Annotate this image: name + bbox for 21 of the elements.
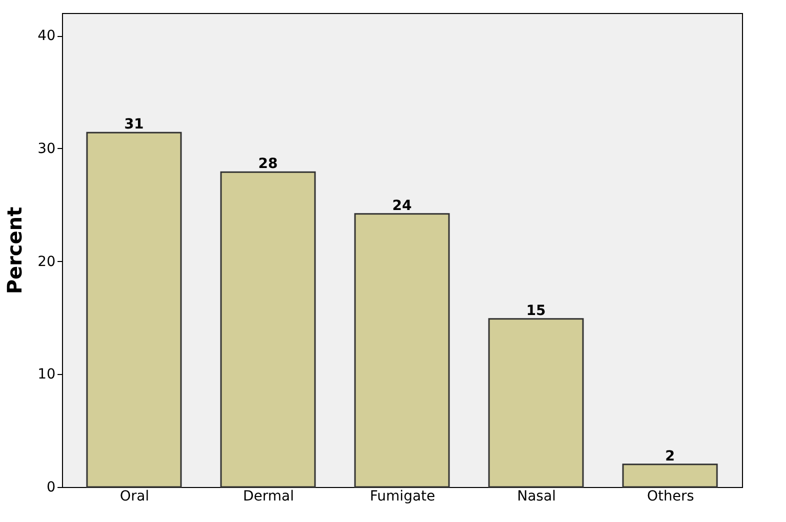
bar bbox=[622, 464, 718, 488]
x-tick-label: Oral bbox=[120, 488, 150, 504]
x-tick-label: Fumigate bbox=[370, 488, 436, 504]
x-tick-label: Nasal bbox=[517, 488, 556, 504]
bar bbox=[354, 213, 450, 488]
data-label: 28 bbox=[258, 156, 278, 172]
y-tick-label: 20 bbox=[38, 254, 56, 270]
y-tick-label: 40 bbox=[38, 28, 56, 44]
data-label: 24 bbox=[392, 198, 412, 214]
y-axis-title: Percent bbox=[2, 206, 27, 294]
y-tick-label: 10 bbox=[38, 366, 56, 383]
y-tick-label: 30 bbox=[38, 140, 56, 157]
y-tick-label: 0 bbox=[46, 480, 56, 496]
data-label: 31 bbox=[124, 116, 144, 133]
bar bbox=[86, 132, 182, 488]
bar bbox=[488, 318, 584, 488]
x-tick-label: Others bbox=[646, 488, 694, 504]
bar bbox=[220, 171, 316, 488]
x-tick-label: Dermal bbox=[242, 488, 294, 504]
data-label: 15 bbox=[526, 302, 546, 319]
data-label: 2 bbox=[665, 448, 675, 464]
